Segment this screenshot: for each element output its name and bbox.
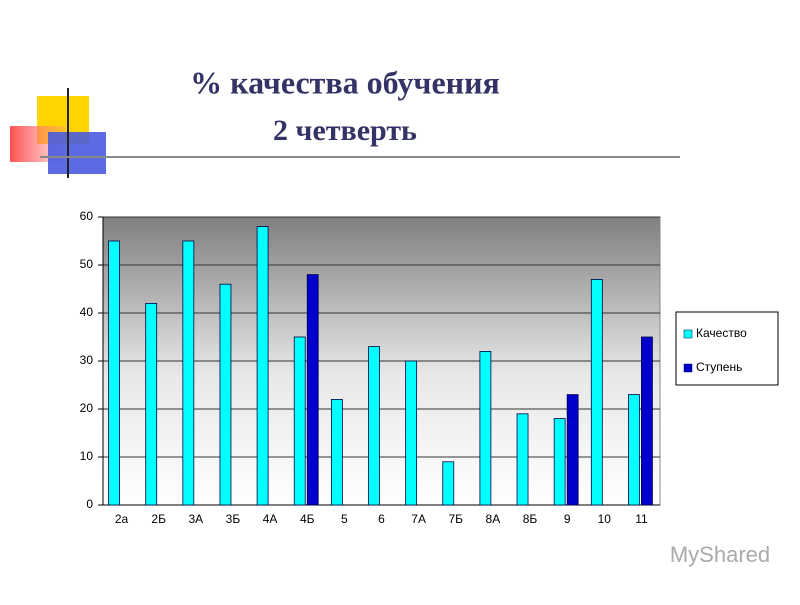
x-tick-label: 7А <box>411 512 426 526</box>
x-tick-label: 11 <box>635 512 648 526</box>
x-tick-label: 3Б <box>226 512 241 526</box>
x-tick-label: 4А <box>263 512 278 526</box>
x-tick-label: 4Б <box>300 512 315 526</box>
bar <box>293 336 306 506</box>
bar <box>368 346 380 506</box>
y-tick-label: 30 <box>80 353 94 367</box>
x-tick-label: 8А <box>486 512 501 526</box>
chart-subtitle: 2 четверть <box>273 114 417 147</box>
bar <box>641 336 653 506</box>
x-tick-label: 2Б <box>151 512 166 526</box>
y-tick-label: 0 <box>86 497 93 511</box>
x-tick-label: 6 <box>378 512 385 526</box>
bar <box>590 278 603 506</box>
y-tick-label: 40 <box>80 305 94 319</box>
x-tick-label: 8Б <box>523 512 538 526</box>
y-tick-label: 20 <box>80 401 94 415</box>
bar <box>553 418 566 506</box>
bar <box>256 226 269 506</box>
bar <box>330 398 343 506</box>
legend <box>675 311 779 386</box>
slide-decoration <box>10 88 680 178</box>
legend-label: Ступень <box>696 360 742 374</box>
bar <box>405 360 418 506</box>
bar <box>479 350 492 506</box>
bar <box>219 283 232 506</box>
legend-swatch <box>683 329 693 339</box>
bar <box>628 394 640 506</box>
bar <box>566 394 579 506</box>
chart-title: % качества обучения <box>190 64 500 100</box>
x-tick-label: 5 <box>341 512 348 526</box>
bar <box>516 413 529 506</box>
bar <box>108 240 120 506</box>
y-tick-label: 10 <box>80 449 94 463</box>
x-tick-label: 3А <box>188 512 203 526</box>
bar <box>306 274 319 506</box>
legend-swatch <box>683 363 693 373</box>
bar <box>442 461 455 506</box>
x-tick-label: 2а <box>115 512 129 526</box>
legend-label: Качество <box>696 326 747 340</box>
watermark: MyShared <box>670 542 770 567</box>
x-tick-label: 7Б <box>448 512 463 526</box>
bar <box>145 302 158 506</box>
bar <box>182 240 195 506</box>
y-tick-label: 60 <box>80 209 94 223</box>
x-tick-label: 10 <box>598 512 612 526</box>
y-tick-label: 50 <box>80 257 94 271</box>
x-tick-label: 9 <box>564 512 571 526</box>
